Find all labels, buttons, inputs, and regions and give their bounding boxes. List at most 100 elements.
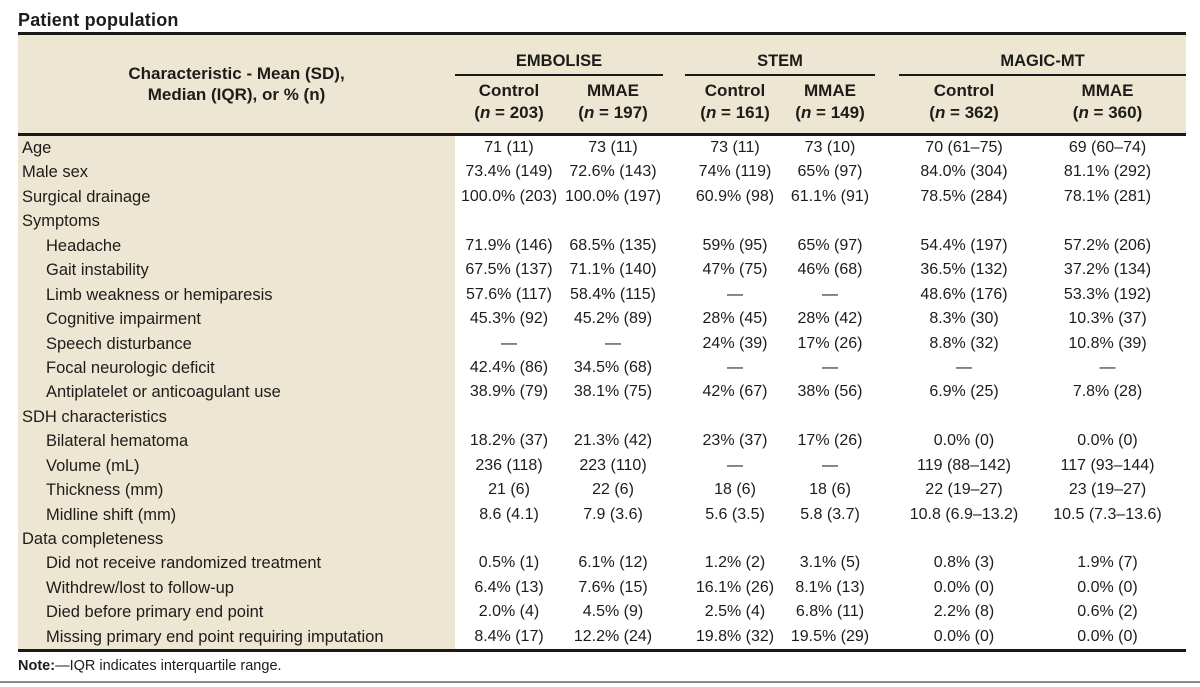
cell-value: —	[785, 282, 875, 308]
n-stem-mmae: (n = 149)	[785, 101, 875, 136]
figure-title: Patient population	[18, 10, 179, 30]
row-label: Did not receive randomized treatment	[18, 551, 455, 576]
col-header-stem-mmae: MMAE	[785, 75, 875, 101]
cell-value: 38.9% (79)	[455, 380, 563, 405]
cell-value: 16.1% (26)	[685, 575, 785, 601]
group-header-stem: STEM	[685, 33, 875, 76]
table-row: Speech disturbance — —24% (39) 17% (26) 8.8%…	[18, 331, 1187, 356]
column-gap	[875, 478, 899, 503]
column-gap	[875, 134, 899, 161]
n-symbol: n	[479, 103, 491, 122]
table-row: Missing primary end point requiring impu…	[18, 624, 1187, 651]
cell-value: 60.9% (98)	[685, 184, 785, 210]
table-row: Did not receive randomized treatment 0.5%…	[18, 551, 1187, 576]
column-gap	[663, 282, 685, 308]
arm-header-row: Control MMAE Control MMAE Control MMAE	[18, 75, 1187, 101]
table-row: Thickness (mm) 21 (6) 22 (6) 18 (6) 18 (6) 22…	[18, 478, 1187, 503]
column-gap	[875, 33, 899, 136]
cell-value: 57.6% (117)	[455, 282, 563, 308]
cell-value: 4.5% (9)	[563, 600, 663, 625]
n-magic-mt-control: (n = 362)	[899, 101, 1029, 136]
row-label: Speech disturbance	[18, 331, 455, 356]
row-label: Withdrew/lost to follow-up	[18, 575, 455, 601]
cell-value	[563, 527, 663, 552]
note-label: Note:	[18, 658, 56, 675]
column-gap	[663, 355, 685, 381]
cell-value: 19.8% (32)	[685, 624, 785, 651]
table-row: Symptoms	[18, 209, 1187, 234]
cell-value: 17% (26)	[785, 429, 875, 454]
cell-value: 71.1% (140)	[563, 258, 663, 283]
cell-value: 2.5% (4)	[685, 600, 785, 625]
column-gap	[875, 184, 899, 210]
row-label: Headache	[18, 233, 455, 259]
column-gap	[663, 184, 685, 210]
patient-population-figure: Patient population Characteristic - Mean…	[0, 8, 1200, 684]
column-gap	[663, 307, 685, 332]
cell-value	[455, 209, 563, 234]
cell-value: 18 (6)	[685, 478, 785, 503]
column-gap	[663, 551, 685, 576]
cell-value: 28% (45)	[685, 307, 785, 332]
cell-value: 78.5% (284)	[899, 184, 1029, 210]
cell-value	[685, 527, 785, 552]
cell-value: 72.6% (143)	[563, 160, 663, 185]
table-row: Male sex 73.4% (149) 72.6% (143) 74% (119) 6…	[18, 160, 1187, 185]
cell-value: 34.5% (68)	[563, 355, 663, 381]
n-value: = 360)	[1088, 103, 1143, 122]
cell-value: —	[455, 331, 563, 356]
table-row: Focal neurologic deficit 42.4% (86) 34.5% …	[18, 355, 1187, 381]
patient-population-table: Characteristic - Mean (SD), Median (IQR)…	[18, 32, 1187, 653]
cell-value: 10.5 (7.3–13.6)	[1029, 502, 1187, 527]
n-symbol: n	[934, 103, 946, 122]
cell-value: —	[685, 453, 785, 479]
cell-value: 65% (97)	[785, 233, 875, 259]
table-row: Cognitive impairment 45.3% (92) 45.2% (89)…	[18, 307, 1187, 332]
table-row: Gait instability 67.5% (137) 71.1% (140) 47…	[18, 258, 1187, 283]
column-gap	[875, 575, 899, 601]
column-gap	[663, 380, 685, 405]
cell-value: 5.6 (3.5)	[685, 502, 785, 527]
cell-value: 68.5% (135)	[563, 233, 663, 259]
cell-value: 5.8 (3.7)	[785, 502, 875, 527]
table-row: SDH characteristics	[18, 404, 1187, 430]
column-gap	[875, 209, 899, 234]
column-gap	[663, 258, 685, 283]
cell-value: 59% (95)	[685, 233, 785, 259]
cell-value: 17% (26)	[785, 331, 875, 356]
cell-value: 0.0% (0)	[899, 575, 1029, 601]
cell-value: 18 (6)	[785, 478, 875, 503]
cell-value: —	[785, 453, 875, 479]
column-gap	[875, 551, 899, 576]
cell-value: 42% (67)	[685, 380, 785, 405]
cell-value: —	[785, 355, 875, 381]
cell-value: 0.0% (0)	[1029, 429, 1187, 454]
cell-value: 24% (39)	[685, 331, 785, 356]
cell-value: 8.8% (32)	[899, 331, 1029, 356]
row-label: Thickness (mm)	[18, 478, 455, 503]
cell-value: 45.3% (92)	[455, 307, 563, 332]
column-gap	[875, 453, 899, 479]
column-gap	[663, 233, 685, 259]
row-label: Missing primary end point requiring impu…	[18, 624, 455, 651]
cell-value: 100.0% (197)	[563, 184, 663, 210]
note-text: —IQR indicates interquartile range.	[55, 658, 282, 675]
table-row: Volume (mL) 236 (118) 223 (110) — — 119 (88–1…	[18, 453, 1187, 479]
cell-value: 23% (37)	[685, 429, 785, 454]
paren: (	[1072, 103, 1079, 122]
characteristic-header-line1: Characteristic - Mean (SD),	[128, 64, 345, 83]
cell-value: 45.2% (89)	[563, 307, 663, 332]
group-header-magic-mt: MAGIC-MT	[899, 33, 1187, 76]
cell-value: 10.8 (6.9–13.2)	[899, 502, 1029, 527]
column-gap	[663, 478, 685, 503]
row-label: Gait instability	[18, 258, 455, 283]
row-label: Died before primary end point	[18, 600, 455, 625]
paren: (	[474, 103, 480, 122]
cell-value: 53.3% (192)	[1029, 282, 1187, 308]
column-gap	[875, 624, 899, 651]
section-label: Symptoms	[18, 209, 455, 234]
n-symbol: n	[800, 103, 812, 122]
n-value: = 161)	[716, 103, 770, 122]
n-stem-control: (n = 161)	[685, 101, 785, 136]
cell-value: 1.9% (7)	[1029, 551, 1187, 576]
